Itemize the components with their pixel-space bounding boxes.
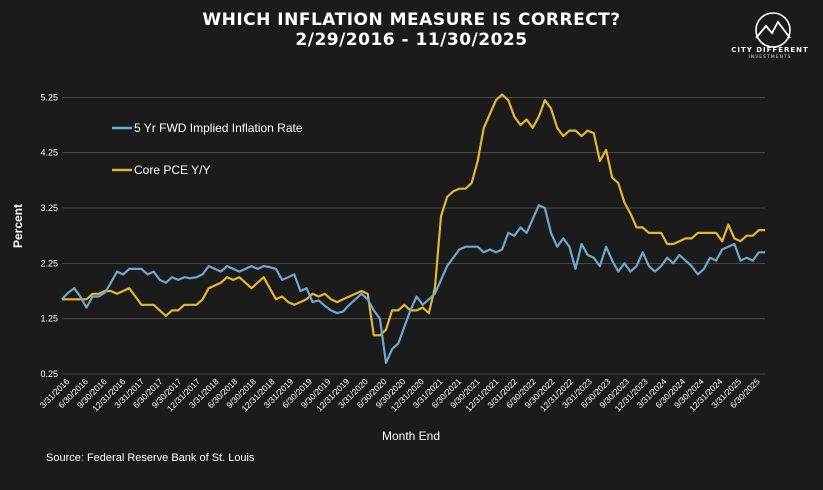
logo-name: CITY DIFFERENT <box>731 46 809 54</box>
legend-label: Core PCE Y/Y <box>134 163 210 177</box>
y-tick-label: 4.25 <box>40 148 58 158</box>
chart-title: WHICH INFLATION MEASURE IS CORRECT? <box>202 10 621 30</box>
legend-label: 5 Yr FWD Implied Inflation Rate <box>134 121 303 135</box>
y-tick-label: 2.25 <box>40 258 58 268</box>
gridlines <box>62 96 765 375</box>
legend: 5 Yr FWD Implied Inflation Rate Core PCE … <box>112 121 303 177</box>
y-tick-label: 5.25 <box>40 92 58 102</box>
series-line-core-pce-yoy <box>62 93 765 337</box>
series-line-5yr-fwd-implied-inflation <box>61 204 765 364</box>
y-tick-label: 3.25 <box>40 203 58 213</box>
y-tick-labels: 0.25 1.25 2.25 3.25 4.25 5.25 <box>40 92 58 379</box>
y-tick-label: 1.25 <box>40 314 58 324</box>
x-axis-label: Month End <box>382 429 440 443</box>
source-note: Source: Federal Reserve Bank of St. Loui… <box>46 452 255 464</box>
chart-subtitle: 2/29/2016 - 11/30/2025 <box>295 30 528 50</box>
y-axis-label: Percent <box>11 204 25 248</box>
x-tick-labels: 3/31/20166/30/20169/30/201612/31/20163/3… <box>38 376 762 413</box>
logo-subtitle: INVESTMENTS <box>748 55 792 60</box>
series-lines <box>61 93 765 364</box>
y-tick-label: 0.25 <box>40 369 58 379</box>
mountain-logo-icon <box>755 12 791 48</box>
